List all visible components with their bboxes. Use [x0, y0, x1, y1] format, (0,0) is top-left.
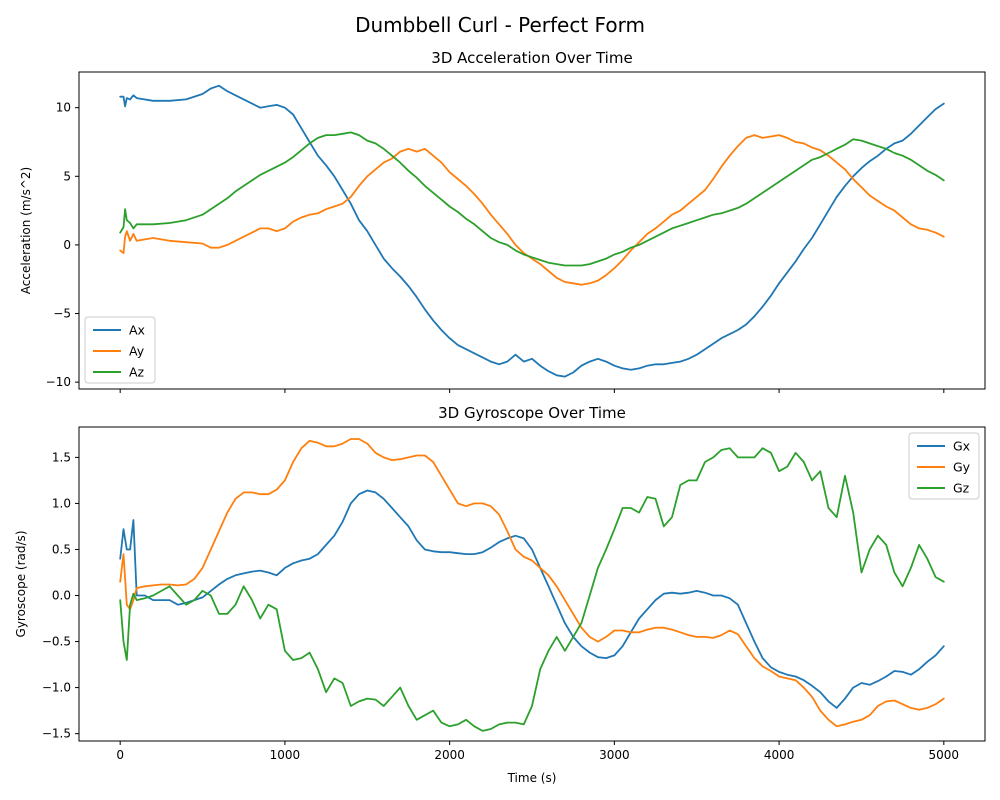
gyroscope-xtick-label: 4000 [764, 748, 795, 762]
acceleration-ytick-label: 10 [56, 101, 71, 115]
gyroscope-ytick-label: 1.0 [52, 496, 71, 510]
gyroscope-legend-label-gz: Gz [953, 481, 970, 496]
gyroscope-xtick-label: 2000 [434, 748, 465, 762]
gyroscope-ytick-label: −0.5 [42, 635, 71, 649]
acceleration-series-az-line [119, 131, 945, 267]
acceleration-ylabel: Acceleration (m/s^2) [19, 167, 33, 294]
acceleration-series-ax-line [119, 84, 945, 378]
gyroscope-ytick-label: 0.5 [52, 542, 71, 556]
gyroscope-series-gz-line [119, 447, 945, 732]
gyroscope-xlabel: Time (s) [507, 771, 557, 785]
figure-title: Dumbbell Curl - Perfect Form [355, 13, 645, 37]
gyroscope-subplot: 0 1000 2000 3000 4000 5000 −1.5 −1.0 −0.5 0.0 0.5 1… [14, 404, 986, 785]
gyroscope-legend-label-gx: Gx [953, 439, 970, 454]
gyroscope-ytick-label: −1.5 [42, 727, 71, 741]
gyroscope-ytick-label: −1.0 [42, 681, 71, 695]
gyroscope-xtick-label: 1000 [270, 748, 301, 762]
gyroscope-xtick-label: 0 [116, 748, 124, 762]
gyroscope-subplot-title: 3D Gyroscope Over Time [438, 404, 626, 422]
acceleration-subplot-title: 3D Acceleration Over Time [431, 49, 632, 67]
gyroscope-series-gx-line [119, 489, 945, 709]
acceleration-ytick-label: 5 [63, 169, 71, 183]
acceleration-ytick-label: 0 [63, 238, 71, 252]
gyroscope-xtick-label: 3000 [599, 748, 630, 762]
acceleration-ytick-label: −10 [46, 375, 71, 389]
gyroscope-series-gy-line [119, 438, 945, 728]
acceleration-legend-label-ax: Ax [129, 323, 145, 338]
acceleration-legend-label-az: Az [129, 365, 145, 380]
acceleration-subplot: −10 −5 0 5 10 3D Acceleration Over Time Accele… [19, 49, 986, 393]
gyroscope-axes-frame [78, 426, 986, 742]
acceleration-series-ay-line [119, 134, 945, 286]
acceleration-ytick-label: −5 [53, 307, 71, 321]
gyroscope-ytick-label: 0.0 [52, 589, 71, 603]
acceleration-legend: Ax Ay Az [84, 316, 156, 384]
gyroscope-legend-label-gy: Gy [953, 460, 971, 475]
gyroscope-xtick-label: 5000 [929, 748, 960, 762]
acceleration-legend-label-ay: Ay [129, 344, 145, 359]
gyroscope-ytick-label: 1.5 [52, 450, 71, 464]
gyroscope-ylabel: Gyroscope (rad/s) [14, 531, 28, 638]
gyroscope-legend: Gx Gy Gz [908, 432, 980, 500]
acceleration-axes-frame [78, 71, 986, 390]
